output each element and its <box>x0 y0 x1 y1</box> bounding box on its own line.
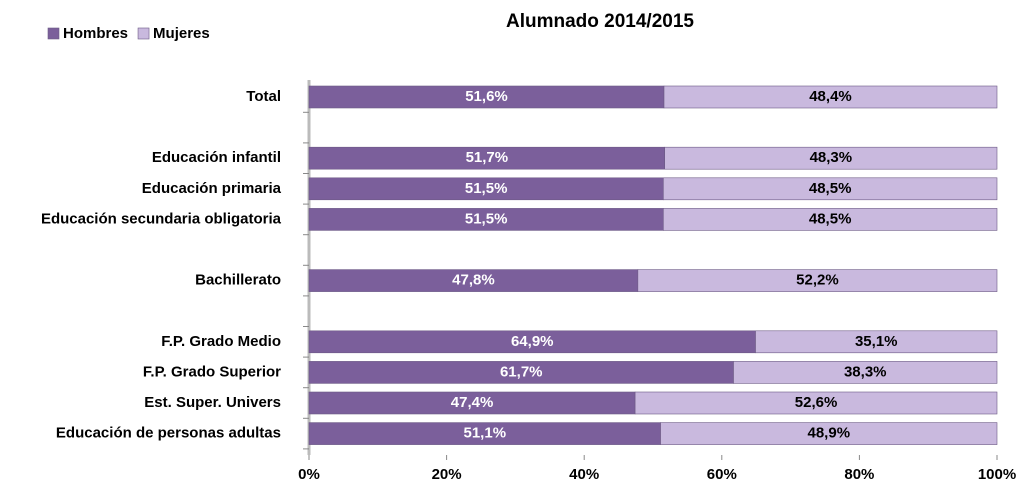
value-label: 47,8% <box>452 272 495 289</box>
y-tick-label: Educación primaria <box>142 180 282 197</box>
y-tick-label: Est. Super. Univers <box>144 394 281 411</box>
bar-segment <box>663 177 998 201</box>
value-label: 52,6% <box>795 394 838 411</box>
y-tick-label: Total <box>246 88 281 105</box>
value-label: 35,1% <box>855 333 898 350</box>
value-label: 47,4% <box>451 394 494 411</box>
value-label: 48,4% <box>809 88 852 105</box>
bar-segment <box>663 85 998 109</box>
value-label: 48,5% <box>809 180 852 197</box>
value-label: 38,3% <box>844 363 887 380</box>
y-tick-label: Bachillerato <box>195 272 281 289</box>
bar-segment <box>634 391 998 415</box>
x-tick-label: 40% <box>569 466 599 483</box>
value-label: 51,5% <box>465 180 508 197</box>
bar-segment <box>733 361 998 384</box>
value-label: 61,7% <box>500 363 543 380</box>
x-tick-label: 0% <box>298 466 320 483</box>
value-label: 51,7% <box>466 149 509 166</box>
value-label: 51,6% <box>465 88 508 105</box>
value-label: 48,3% <box>810 149 853 166</box>
chart-title: Alumnado 2014/2015 <box>506 11 694 32</box>
legend-swatch <box>137 27 150 40</box>
y-tick-label: Educación de personas adultas <box>56 425 281 442</box>
value-label: 51,5% <box>465 210 508 227</box>
x-tick-label: 80% <box>844 466 874 483</box>
bar-segment <box>663 208 998 231</box>
bar-segment <box>755 330 998 354</box>
y-tick-label: F.P. Grado Superior <box>143 363 281 380</box>
x-tick-label: 60% <box>707 466 737 483</box>
legend-swatch <box>47 27 60 40</box>
bar-segment <box>664 146 998 170</box>
y-tick-label: F.P. Grado Medio <box>161 333 281 350</box>
value-label: 48,9% <box>808 425 851 442</box>
x-tick-label: 100% <box>978 466 1016 483</box>
legend-label: Hombres <box>63 25 128 42</box>
x-tick-label: 20% <box>432 466 462 483</box>
value-label: 52,2% <box>796 272 839 289</box>
bar-segment <box>660 422 998 445</box>
y-tick-label: Educación secundaria obligatoria <box>41 210 282 227</box>
bar-segment <box>637 269 998 292</box>
value-label: 64,9% <box>511 333 554 350</box>
legend-label: Mujeres <box>153 25 210 42</box>
value-label: 48,5% <box>809 210 852 227</box>
value-label: 51,1% <box>464 425 507 442</box>
y-tick-label: Educación infantil <box>152 149 281 166</box>
